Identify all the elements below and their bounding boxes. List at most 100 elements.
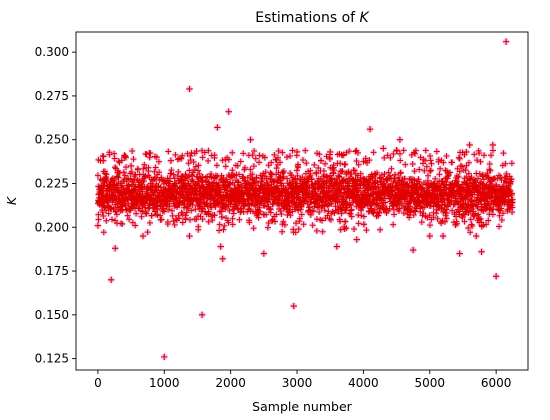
data-point bbox=[265, 196, 272, 203]
data-point bbox=[226, 207, 233, 214]
data-point bbox=[180, 189, 187, 196]
data-point bbox=[195, 182, 202, 189]
data-point bbox=[158, 216, 165, 223]
data-point bbox=[142, 209, 149, 216]
data-point bbox=[168, 167, 175, 174]
data-point bbox=[225, 219, 232, 226]
data-point bbox=[130, 179, 137, 186]
data-points bbox=[94, 38, 516, 361]
data-point bbox=[133, 210, 140, 217]
data-point bbox=[149, 183, 156, 190]
data-point bbox=[222, 163, 229, 170]
data-point bbox=[252, 203, 259, 210]
data-point bbox=[220, 174, 227, 181]
data-point bbox=[287, 212, 294, 219]
data-point bbox=[234, 178, 241, 185]
data-point bbox=[148, 212, 155, 219]
data-point bbox=[212, 172, 219, 179]
chart-title: Estimations of K bbox=[255, 10, 370, 26]
data-point bbox=[216, 221, 223, 228]
data-point bbox=[277, 208, 284, 215]
data-point bbox=[183, 209, 190, 216]
data-point bbox=[140, 178, 147, 185]
data-point bbox=[280, 173, 287, 180]
chart-title-variable: K bbox=[360, 10, 371, 26]
data-point bbox=[245, 200, 252, 207]
data-point bbox=[286, 203, 293, 210]
data-point bbox=[269, 191, 276, 198]
data-point bbox=[249, 171, 256, 178]
data-point bbox=[142, 172, 149, 179]
data-point bbox=[262, 169, 269, 176]
data-point bbox=[125, 182, 132, 189]
data-point bbox=[196, 170, 203, 177]
data-point bbox=[191, 167, 198, 174]
data-point bbox=[127, 176, 134, 183]
data-point bbox=[111, 150, 118, 157]
data-point bbox=[278, 211, 285, 218]
data-point bbox=[192, 163, 199, 170]
data-point bbox=[199, 179, 206, 186]
data-point bbox=[303, 160, 310, 167]
data-point bbox=[209, 217, 216, 224]
data-point bbox=[178, 209, 185, 216]
data-point bbox=[280, 168, 287, 175]
data-point bbox=[251, 178, 258, 185]
data-point bbox=[229, 173, 236, 180]
data-point bbox=[286, 202, 293, 209]
data-point bbox=[123, 164, 130, 171]
data-point bbox=[161, 208, 168, 215]
data-point bbox=[188, 207, 195, 214]
data-point bbox=[124, 212, 131, 219]
data-point bbox=[139, 208, 146, 215]
data-point bbox=[117, 207, 124, 214]
data-point bbox=[218, 208, 225, 215]
data-point bbox=[131, 173, 138, 180]
data-point bbox=[128, 169, 135, 176]
data-point bbox=[152, 211, 159, 218]
data-point bbox=[127, 207, 134, 214]
data-point bbox=[190, 159, 197, 166]
data-point bbox=[189, 201, 196, 208]
data-point bbox=[165, 206, 172, 213]
data-point bbox=[139, 188, 146, 195]
data-point bbox=[151, 168, 158, 175]
data-point bbox=[120, 169, 127, 176]
data-point bbox=[212, 202, 219, 209]
data-point bbox=[194, 167, 201, 174]
data-point bbox=[145, 164, 152, 171]
data-point bbox=[273, 211, 280, 218]
data-point bbox=[215, 201, 222, 208]
data-point bbox=[199, 174, 206, 181]
data-point bbox=[169, 212, 176, 219]
data-point bbox=[103, 171, 110, 178]
data-point bbox=[154, 211, 161, 218]
data-point bbox=[134, 165, 141, 172]
chart-title-prefix: Estimations of bbox=[255, 10, 359, 26]
data-point bbox=[199, 216, 206, 223]
data-point bbox=[227, 180, 234, 187]
data-point bbox=[270, 178, 277, 185]
data-point bbox=[219, 213, 226, 220]
data-point bbox=[296, 215, 303, 222]
data-point bbox=[227, 201, 234, 208]
data-point bbox=[303, 198, 310, 205]
data-point bbox=[273, 165, 280, 172]
data-point bbox=[241, 164, 248, 171]
data-point bbox=[100, 187, 107, 194]
data-point bbox=[230, 210, 237, 217]
data-point bbox=[263, 211, 270, 218]
data-point bbox=[193, 216, 200, 223]
data-point bbox=[175, 168, 182, 175]
data-point bbox=[153, 174, 160, 181]
data-point bbox=[254, 179, 261, 186]
data-point bbox=[238, 208, 245, 215]
data-point bbox=[294, 172, 301, 179]
data-point bbox=[102, 170, 109, 177]
data-point bbox=[282, 185, 289, 192]
data-point bbox=[247, 166, 254, 173]
data-point bbox=[143, 210, 150, 217]
data-point bbox=[155, 158, 162, 165]
data-point bbox=[229, 167, 236, 174]
